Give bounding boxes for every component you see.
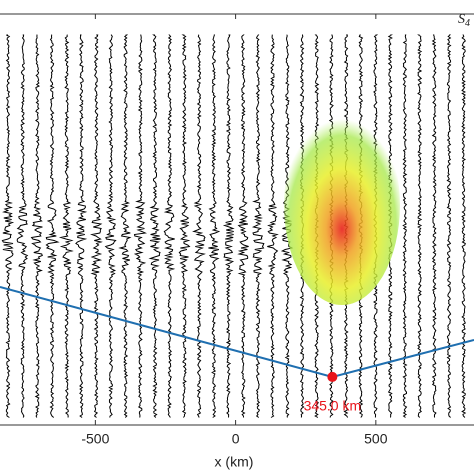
marker-point	[327, 371, 338, 382]
seismic-trace	[251, 34, 265, 418]
seismic-trace	[178, 34, 191, 418]
seismic-trace	[461, 34, 467, 418]
seismic-trace	[237, 34, 249, 418]
x-tick-label: -500	[81, 431, 109, 447]
seismic-trace	[402, 34, 408, 418]
seismic-trace	[163, 34, 176, 418]
annotation-text: S	[458, 12, 465, 27]
x-tick-label: 500	[364, 431, 388, 447]
seismic-trace	[30, 34, 43, 418]
seismic-trace	[208, 34, 221, 418]
seismic-trace	[417, 34, 423, 418]
seismic-trace	[446, 34, 452, 418]
seismic-trace	[45, 34, 60, 418]
line	[0, 285, 474, 378]
seismic-trace	[90, 34, 103, 418]
seismic-trace	[133, 34, 148, 418]
seismic-trace	[75, 34, 88, 418]
seismic-trace	[192, 34, 206, 418]
seismic-trace	[267, 34, 279, 418]
seismic-trace	[16, 34, 29, 418]
marker-label: 345.0 km	[304, 398, 362, 414]
seismic-trace	[222, 34, 235, 418]
seismic-trace	[1, 34, 15, 418]
seismic-trace	[148, 34, 161, 418]
seismic-trace	[431, 34, 437, 418]
annotation: S4	[458, 12, 470, 29]
seismic-trace	[104, 34, 117, 418]
seismic-trace	[118, 34, 132, 418]
x-axis-label: x (km)	[215, 454, 254, 470]
marks: -500 0 500 345.0 km	[0, 14, 474, 447]
seismic-trace	[58, 34, 74, 418]
energy-heatmap	[284, 105, 400, 305]
annotation-subscript: 4	[465, 18, 470, 29]
x-tick-label: 0	[232, 431, 240, 447]
